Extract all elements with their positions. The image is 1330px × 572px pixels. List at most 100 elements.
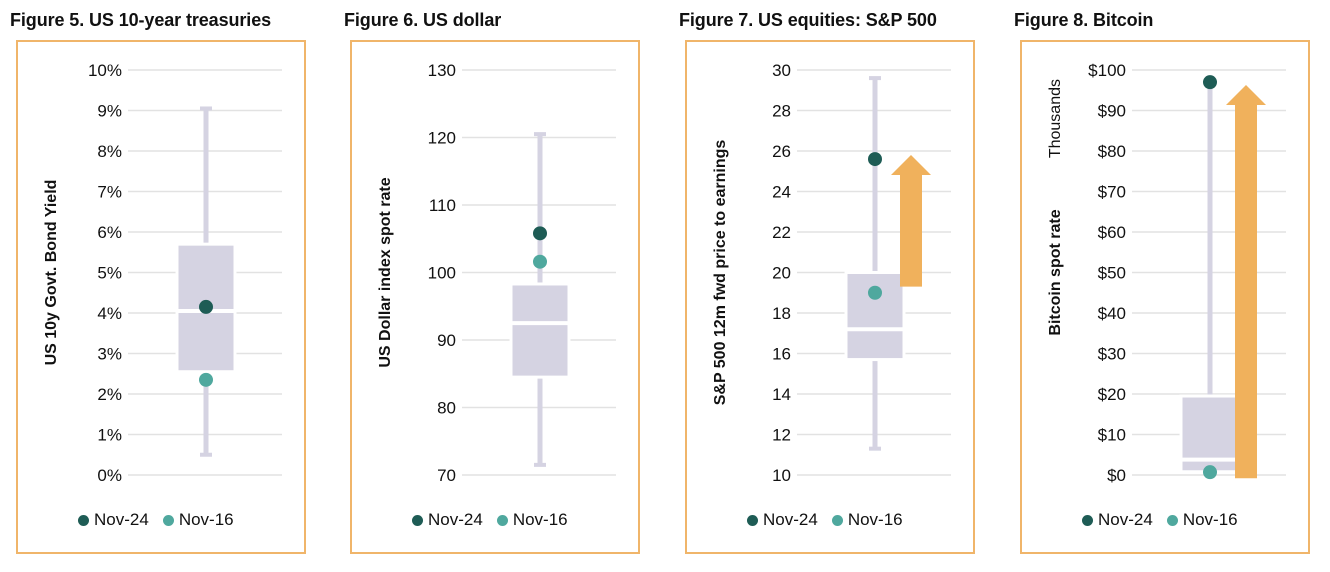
figure-title: Figure 8. Bitcoin	[1014, 10, 1154, 30]
legend-label-nov16: Nov-16	[847, 510, 903, 529]
tick-label: $30	[1098, 345, 1126, 364]
tick-label: 70	[437, 466, 456, 485]
point-nov24	[1203, 75, 1217, 90]
point-nov16	[1203, 465, 1217, 480]
chart-legend: Nov-24 Nov-16	[747, 510, 917, 530]
chart-legend: Nov-24 Nov-16	[1082, 510, 1252, 530]
tick-label: 8%	[97, 142, 122, 161]
figure-5-panel: Figure 5. US 10-year treasuries 0% 1% 2% 3%…	[10, 0, 310, 572]
tick-label: 3%	[97, 345, 122, 364]
figure-6-panel: Figure 6. US dollar 70 80 90 100 110 120 130 US…	[344, 0, 644, 572]
point-nov16	[199, 372, 213, 387]
y-axis-title: US Dollar index spot rate	[377, 177, 394, 367]
chart-svg: 10 12 14 16 18 20 22 24 26 28 30 S&P 500 12m fwd pr…	[712, 61, 951, 485]
tick-label: $0	[1107, 466, 1126, 485]
y-axis-title: US 10y Govt. Bond Yield	[43, 180, 60, 366]
tick-label: $40	[1098, 304, 1126, 323]
tick-label: 10	[772, 466, 791, 485]
tick-label: 30	[772, 61, 791, 80]
tick-label: 10%	[88, 61, 122, 80]
figure-title: Figure 7. US equities: S&P 500	[679, 10, 937, 30]
legend-item-nov16: Nov-16	[496, 510, 568, 530]
tick-label: $50	[1098, 264, 1126, 283]
upward-arrow	[1226, 84, 1266, 479]
figure-8-panel: Figure 8. Bitcoin $0 $10 $20 $30 $40 $50 $60 $7…	[1014, 0, 1314, 572]
tick-label: $60	[1098, 223, 1126, 242]
legend-dot-nov24	[412, 514, 423, 526]
legend-label-nov24: Nov-24	[1098, 510, 1153, 529]
tick-label: $90	[1098, 102, 1126, 121]
chart-frame	[1020, 40, 1310, 554]
tick-label: 90	[437, 331, 456, 350]
tick-label: 6%	[97, 223, 122, 242]
figure-7-panel: Figure 7. US equities: S&P 500 10 12 14 16 1…	[679, 0, 979, 572]
legend-label-nov16: Nov-16	[512, 510, 568, 529]
figure-title: Figure 6. US dollar	[344, 10, 502, 30]
legend-dot-nov24	[747, 514, 758, 526]
tick-label: 9%	[97, 102, 122, 121]
tick-label: 22	[772, 223, 791, 242]
tick-label: 16	[772, 345, 791, 364]
legend-label-nov24: Nov-24	[428, 510, 483, 529]
tick-label: 0%	[97, 466, 122, 485]
legend-item-nov24: Nov-24	[78, 510, 149, 530]
tick-label: 130	[428, 61, 456, 80]
chart-legend: Nov-24 Nov-16	[412, 510, 582, 530]
legend-label-nov16: Nov-16	[1182, 510, 1238, 529]
chart-frame	[350, 40, 640, 554]
box-iqr	[844, 271, 906, 362]
tick-label: $20	[1098, 385, 1126, 404]
legend-item-nov16: Nov-16	[1166, 510, 1238, 530]
tick-label: 5%	[97, 264, 122, 283]
point-nov16	[533, 254, 547, 269]
box-iqr	[509, 282, 571, 379]
legend-item-nov24: Nov-24	[412, 510, 483, 530]
tick-label: $10	[1098, 426, 1126, 445]
tick-label: $100	[1088, 61, 1126, 80]
legend-item-nov24: Nov-24	[1082, 510, 1153, 530]
tick-label: 80	[437, 399, 456, 418]
tick-label: 18	[772, 304, 791, 323]
tick-label: 1%	[97, 426, 122, 445]
tick-label: 14	[772, 385, 791, 404]
chart-svg: 0% 1% 2% 3% 4% 5% 6% 7% 8% 9% 10% US 10y Govt. Bond…	[43, 61, 282, 485]
box-iqr	[175, 242, 237, 374]
tick-label: 20	[772, 264, 791, 283]
y-axis-title: S&P 500 12m fwd price to earnings	[712, 140, 729, 406]
tick-label: 26	[772, 142, 791, 161]
point-nov24	[868, 152, 882, 167]
chart-svg: 70 80 90 100 110 120 130 US Dollar index spot r…	[377, 61, 616, 485]
chart-svg: $0 $10 $20 $30 $40 $50 $60 $70 $80 $90 $100 Bitcoin…	[1047, 61, 1286, 485]
legend-dot-nov24	[1082, 514, 1093, 526]
chart-frame	[685, 40, 975, 554]
legend-item-nov24: Nov-24	[747, 510, 818, 530]
tick-label: 12	[772, 426, 791, 445]
y-axis-title: Bitcoin spot rate	[1047, 209, 1064, 335]
tick-label: 28	[772, 102, 791, 121]
point-nov24	[199, 299, 213, 314]
tick-label: $70	[1098, 183, 1126, 202]
tick-label: 7%	[97, 183, 122, 202]
tick-label: 110	[429, 196, 456, 215]
legend-dot-nov16	[496, 514, 508, 526]
upward-arrow	[891, 155, 931, 287]
tick-label: 100	[428, 264, 456, 283]
legend-dot-nov16	[831, 514, 843, 526]
figure-title: Figure 5. US 10-year treasuries	[10, 10, 272, 30]
legend-label-nov24: Nov-24	[94, 510, 149, 529]
legend-label-nov24: Nov-24	[763, 510, 818, 529]
tick-label: $80	[1098, 142, 1126, 161]
point-nov16	[868, 285, 882, 300]
legend-dot-nov16	[1166, 514, 1178, 526]
legend-item-nov16: Nov-16	[162, 510, 234, 530]
point-nov24	[533, 226, 547, 241]
tick-label: 24	[772, 183, 791, 202]
tick-label: 2%	[97, 385, 122, 404]
legend-dot-nov16	[162, 514, 174, 526]
tick-label: 4%	[97, 304, 122, 323]
chart-frame	[16, 40, 306, 554]
y-axis-unit-label: Thousands	[1047, 79, 1064, 158]
tick-label: 120	[428, 129, 456, 148]
legend-dot-nov24	[78, 514, 89, 526]
chart-legend: Nov-24 Nov-16	[78, 510, 248, 530]
